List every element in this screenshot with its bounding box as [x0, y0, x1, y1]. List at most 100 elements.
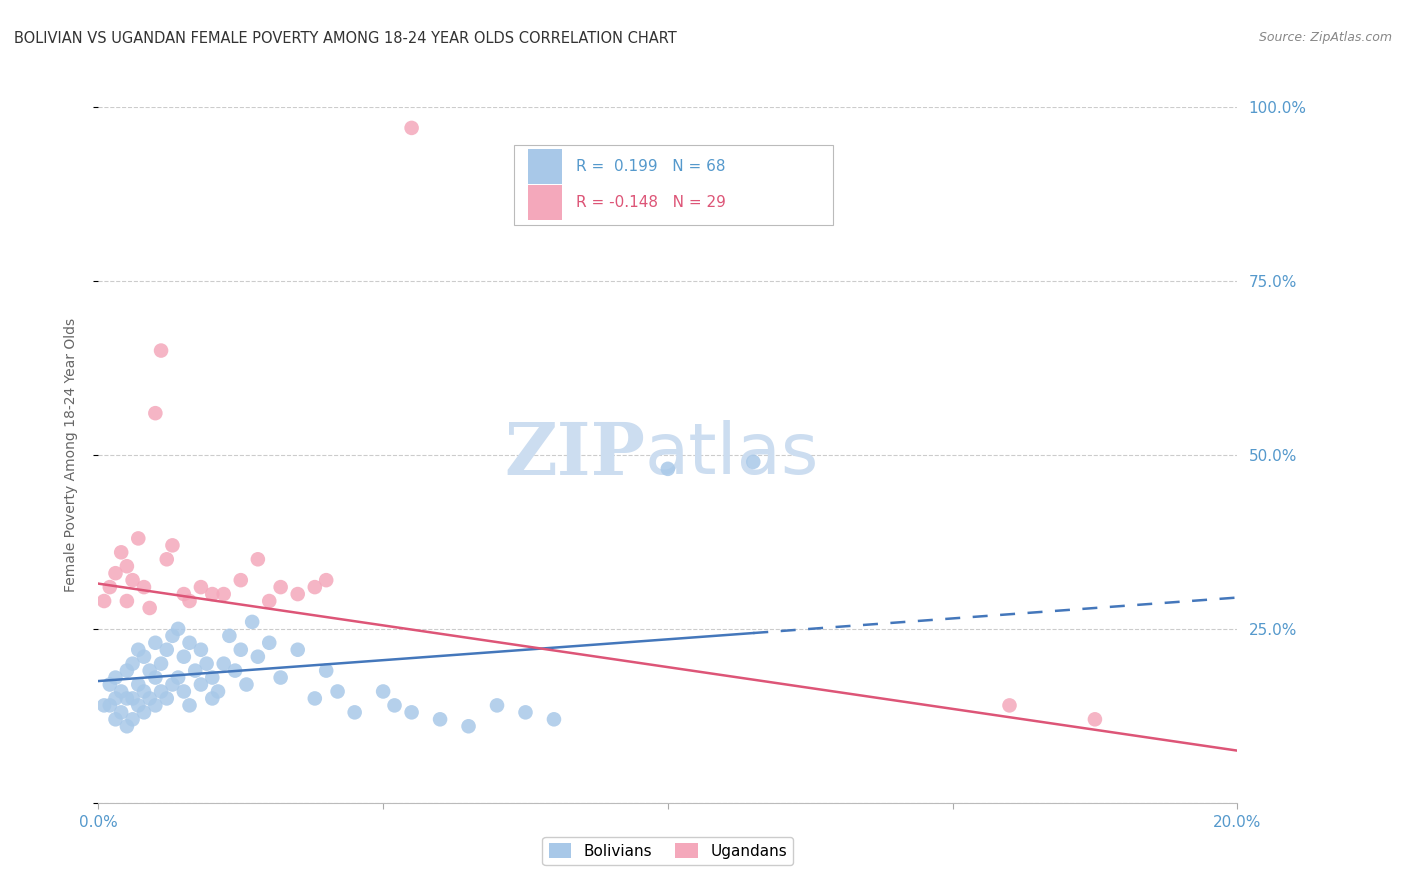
Point — [115, 719, 138, 733]
Point — [150, 657, 173, 671]
Y-axis label: Female Poverty Among 18-24 Year Olds: Female Poverty Among 18-24 Year Olds — [63, 318, 77, 592]
Point — [162, 677, 184, 691]
Point — [115, 691, 138, 706]
Point — [190, 642, 212, 657]
Text: R =  0.199   N = 68: R = 0.199 N = 68 — [575, 159, 725, 174]
Point — [121, 712, 143, 726]
Point — [173, 684, 195, 698]
Point — [93, 698, 115, 713]
Point — [429, 712, 451, 726]
Point — [127, 677, 149, 691]
Point — [138, 601, 160, 615]
Point — [145, 406, 167, 420]
FancyBboxPatch shape — [527, 149, 562, 184]
Point — [173, 649, 195, 664]
Point — [315, 664, 337, 678]
Point — [212, 587, 235, 601]
Point — [201, 691, 224, 706]
Point — [326, 684, 349, 698]
Point — [287, 587, 309, 601]
Point — [384, 698, 406, 713]
Point — [201, 671, 224, 685]
Point — [304, 691, 326, 706]
Point — [179, 594, 201, 608]
Point — [150, 343, 173, 358]
Point — [138, 691, 160, 706]
Point — [657, 462, 679, 476]
FancyBboxPatch shape — [515, 145, 832, 226]
Point — [162, 629, 184, 643]
Point — [110, 684, 132, 698]
Point — [162, 538, 184, 552]
Point — [270, 580, 292, 594]
Point — [212, 657, 235, 671]
Point — [190, 677, 212, 691]
Point — [235, 677, 257, 691]
Point — [121, 657, 143, 671]
Point — [132, 649, 155, 664]
Point — [224, 664, 246, 678]
Point — [145, 671, 167, 685]
Point — [93, 594, 115, 608]
Point — [145, 636, 167, 650]
Point — [132, 706, 155, 720]
Point — [401, 120, 423, 135]
Point — [229, 573, 252, 587]
Point — [998, 698, 1021, 713]
Point — [167, 622, 190, 636]
Point — [98, 677, 121, 691]
Point — [246, 552, 269, 566]
Point — [270, 671, 292, 685]
Point — [373, 684, 395, 698]
Point — [145, 698, 167, 713]
Point — [138, 664, 160, 678]
Point — [287, 642, 309, 657]
Text: R = -0.148   N = 29: R = -0.148 N = 29 — [575, 194, 725, 210]
Point — [110, 545, 132, 559]
Point — [115, 664, 138, 678]
Point — [104, 671, 127, 685]
Point — [304, 580, 326, 594]
Point — [127, 642, 149, 657]
Point — [179, 636, 201, 650]
Text: ZIP: ZIP — [505, 419, 645, 491]
Point — [104, 712, 127, 726]
Point — [173, 587, 195, 601]
Point — [121, 573, 143, 587]
Point — [457, 719, 479, 733]
Point — [156, 691, 179, 706]
FancyBboxPatch shape — [527, 185, 562, 219]
Point — [240, 615, 263, 629]
Legend: Bolivians, Ugandans: Bolivians, Ugandans — [543, 837, 793, 864]
Point — [218, 629, 240, 643]
Point — [115, 559, 138, 574]
Point — [343, 706, 366, 720]
Text: atlas: atlas — [645, 420, 820, 490]
Point — [179, 698, 201, 713]
Point — [515, 706, 537, 720]
Point — [156, 642, 179, 657]
Point — [132, 684, 155, 698]
Point — [207, 684, 229, 698]
Point — [184, 664, 207, 678]
Text: BOLIVIAN VS UGANDAN FEMALE POVERTY AMONG 18-24 YEAR OLDS CORRELATION CHART: BOLIVIAN VS UGANDAN FEMALE POVERTY AMONG… — [14, 31, 676, 46]
Point — [98, 698, 121, 713]
Point — [1084, 712, 1107, 726]
Point — [401, 706, 423, 720]
Text: Source: ZipAtlas.com: Source: ZipAtlas.com — [1258, 31, 1392, 45]
Point — [315, 573, 337, 587]
Point — [201, 587, 224, 601]
Point — [156, 552, 179, 566]
Point — [190, 580, 212, 594]
Point — [115, 594, 138, 608]
Point — [229, 642, 252, 657]
Point — [98, 580, 121, 594]
Point — [486, 698, 509, 713]
Point — [127, 698, 149, 713]
Point — [543, 712, 565, 726]
Point — [195, 657, 218, 671]
Point — [259, 636, 281, 650]
Point — [167, 671, 190, 685]
Point — [104, 566, 127, 581]
Point — [259, 594, 281, 608]
